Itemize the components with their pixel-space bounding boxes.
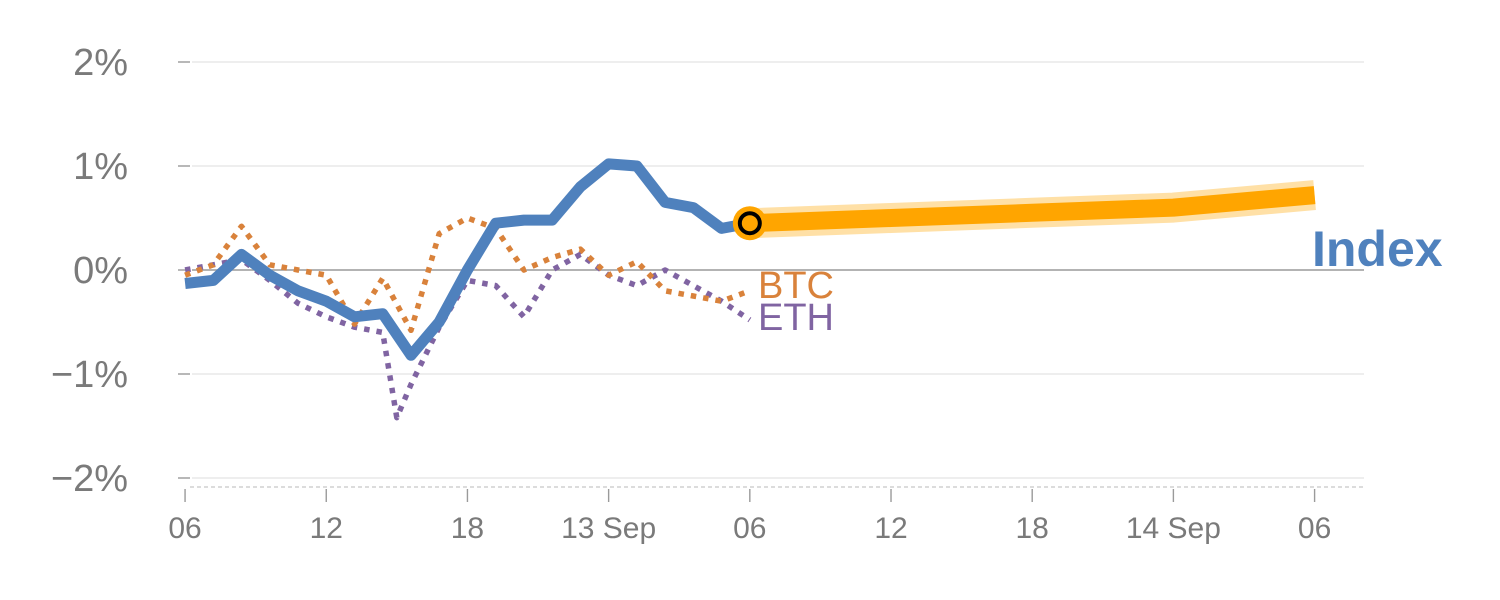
y-tick-label: 2%	[73, 42, 128, 84]
series-lines	[184, 158, 1316, 421]
gridlines	[192, 61, 1364, 479]
y-tick-label: −1%	[51, 354, 128, 396]
y-tick-label: −2%	[51, 458, 128, 500]
series-line-index	[184, 158, 751, 361]
x-tick-label: 12	[310, 512, 343, 545]
y-axis: 2% 1% 0% −1% −2%	[51, 42, 190, 500]
series-label-index: Index	[1312, 221, 1443, 277]
y-tick-label: 0%	[73, 250, 128, 292]
x-axis: 06 12 18 13 Sep 06 12 18 14 Sep 06	[168, 486, 1364, 545]
x-tick-label: 14 Sep	[1126, 512, 1221, 545]
x-tick-label: 12	[874, 512, 907, 545]
x-tick-label: 18	[451, 512, 484, 545]
x-tick-label: 13 Sep	[561, 512, 656, 545]
x-tick-label: 18	[1016, 512, 1049, 545]
series-label-eth: ETH	[758, 297, 834, 339]
series-label-btc: BTC	[758, 265, 834, 307]
series-line-index-forecast	[749, 186, 1316, 233]
y-tick-label: 1%	[73, 146, 128, 188]
series-labels: BTC ETH Index	[758, 221, 1443, 339]
current-point-marker	[737, 211, 762, 236]
x-tick-label: 06	[1298, 512, 1331, 545]
x-tick-label: 06	[733, 512, 766, 545]
x-tick-label: 06	[168, 512, 201, 545]
